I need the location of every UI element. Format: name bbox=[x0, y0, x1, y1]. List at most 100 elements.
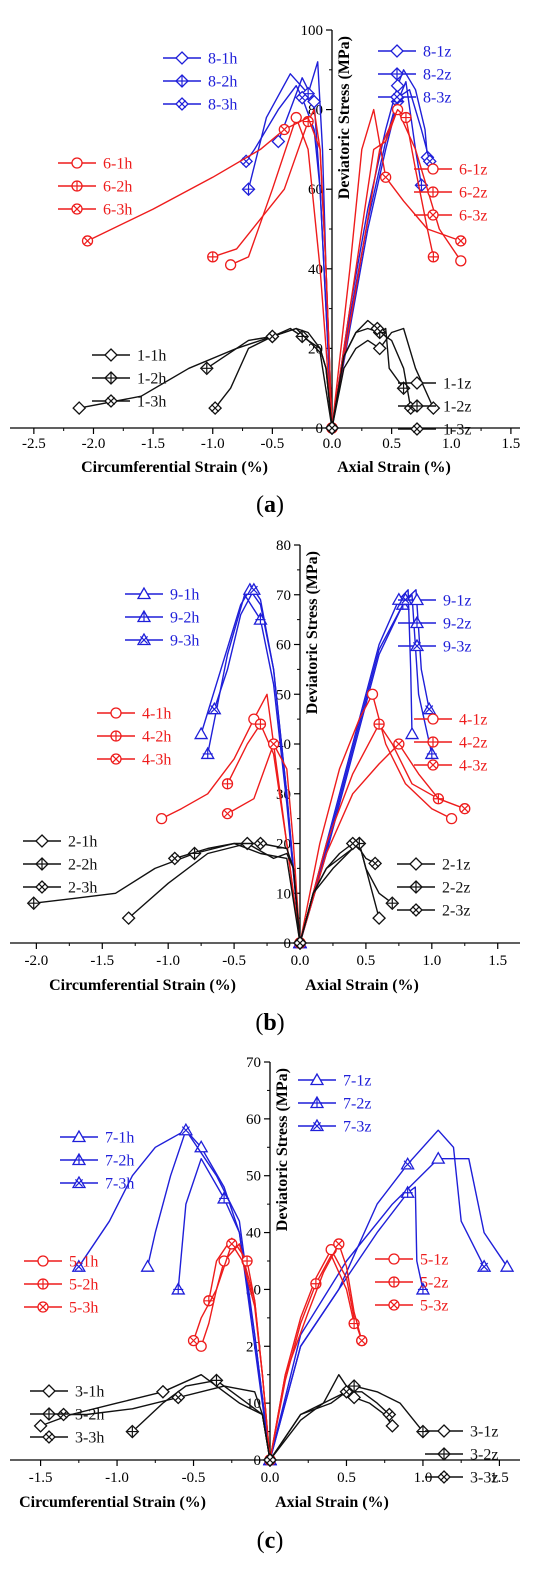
legend-item-label: 9-2z bbox=[443, 616, 471, 633]
data-point-7-1z bbox=[499, 1259, 515, 1272]
data-point-9-2h-plus bbox=[202, 748, 213, 759]
data-point-9-3h-cross bbox=[249, 585, 258, 594]
data-point-8-1h bbox=[271, 134, 286, 149]
legend-swatch-marker bbox=[175, 51, 189, 65]
legend-swatch-marker-plus bbox=[38, 1279, 48, 1289]
legend-swatch-marker bbox=[390, 44, 404, 58]
legend-item-label: 1-2z bbox=[443, 399, 471, 416]
chart-panel-c: -1.5 -1.0 -0.5 0.0 0.5 1.0 1.5010203040506070D… bbox=[10, 1055, 520, 1554]
y-tick-label: 100 bbox=[301, 23, 324, 39]
series-line-4-3z bbox=[299, 743, 466, 944]
y-tick-label: 20 bbox=[276, 837, 291, 853]
x-tick-label: -0.5 bbox=[222, 953, 246, 969]
series-line-1-3h bbox=[214, 327, 333, 429]
legend-item-label: 3-2h bbox=[75, 1407, 104, 1424]
series-line-5-3z bbox=[269, 1243, 363, 1461]
series-3-3z bbox=[263, 1384, 397, 1467]
legend-top-right: 9-1z 9-2z 9-3z bbox=[398, 593, 471, 656]
data-point-3-3z-cross bbox=[342, 1387, 351, 1396]
legend-swatch-marker bbox=[42, 1384, 56, 1398]
series-line-6-3z bbox=[331, 108, 462, 429]
legend-item-label: 9-1z bbox=[443, 593, 471, 610]
data-point-8-3h-cross bbox=[298, 93, 307, 102]
legend-middle-left: 6-1h 6-2h 6-3h bbox=[58, 156, 132, 219]
legend-item-label: 9-3z bbox=[443, 639, 471, 656]
legend-swatch-marker bbox=[410, 376, 424, 390]
legend-item-label: 8-1z bbox=[423, 44, 451, 61]
data-point-6-1h bbox=[290, 111, 302, 124]
legend-swatch-marker-plus bbox=[439, 1449, 449, 1459]
data-point-5-1h bbox=[195, 1340, 207, 1352]
series-line-5-3h bbox=[192, 1243, 271, 1461]
series-line-4-3h bbox=[227, 743, 301, 944]
legend-item-label: 9-1h bbox=[170, 587, 199, 604]
x-tick-label: 1.5 bbox=[488, 953, 507, 969]
legend-item-label: 1-1z bbox=[443, 376, 471, 393]
data-point-9-3h-cross bbox=[210, 705, 219, 714]
x-tick-label: 1.0 bbox=[414, 1470, 433, 1486]
y-tick-label: 0 bbox=[316, 421, 324, 437]
data-point-4-2h-plus bbox=[222, 778, 233, 789]
legend-swatch-marker-cross bbox=[111, 754, 121, 764]
legend-swatch-marker bbox=[110, 707, 122, 719]
legend-swatch-marker-plus bbox=[412, 618, 422, 628]
y-tick-label: 70 bbox=[276, 588, 291, 604]
panel-label: (a) bbox=[256, 492, 284, 518]
y-tick-label: 50 bbox=[246, 1169, 261, 1185]
legend-item-label: 8-2h bbox=[208, 74, 237, 91]
legend-item-label: 3-3z bbox=[470, 1470, 498, 1487]
data-point-3-1h bbox=[33, 1418, 48, 1433]
legend-item-label: 5-2z bbox=[420, 1275, 448, 1292]
legend-swatch-marker-plus bbox=[428, 187, 438, 197]
legend-bottom-left: 3-1h 3-2h 3-3h bbox=[30, 1384, 104, 1447]
legend-swatch-marker-plus bbox=[392, 69, 402, 79]
legend-item-label: 3-3h bbox=[75, 1430, 104, 1447]
legend-swatch-marker-plus bbox=[44, 1409, 54, 1419]
data-point-5-3z-cross bbox=[357, 1336, 366, 1345]
legend-swatch-marker-cross bbox=[439, 1472, 449, 1482]
data-point-1-3z-cross bbox=[373, 324, 382, 333]
data-point-6-3z-cross bbox=[381, 173, 390, 182]
legend-item-label: 5-1h bbox=[69, 1254, 98, 1271]
y-axis-label: Deviatoric Stress (MPa) bbox=[274, 1068, 291, 1231]
legend-swatch-marker-cross bbox=[389, 1300, 399, 1310]
data-point-8-1h bbox=[307, 94, 322, 109]
legend-item-label: 2-3z bbox=[442, 903, 470, 920]
y-tick-label: 80 bbox=[276, 538, 291, 554]
data-point-7-3h-cross bbox=[181, 1126, 190, 1135]
data-point-3-3h-cross bbox=[174, 1393, 183, 1402]
data-point-3-3z-cross bbox=[265, 1455, 275, 1465]
data-point-9-1h bbox=[194, 726, 209, 740]
data-point-7-3z-cross bbox=[480, 1262, 489, 1271]
data-point-4-2h-plus bbox=[255, 719, 266, 730]
x-tick-label: -1.0 bbox=[105, 1470, 129, 1486]
series-line-2-3z bbox=[299, 842, 376, 944]
x-tick-label: 1.5 bbox=[490, 1470, 509, 1486]
data-point-5-3z-cross bbox=[334, 1239, 343, 1248]
legend-item-label: 7-1h bbox=[105, 1130, 134, 1147]
legend-swatch-marker bbox=[409, 857, 423, 871]
y-axis-label: Deviatoric Stress (MPa) bbox=[304, 551, 321, 714]
legend-item-label: 9-2h bbox=[170, 610, 199, 627]
legend-item-label: 3-2z bbox=[470, 1447, 498, 1464]
data-point-4-2z-plus bbox=[374, 719, 385, 730]
legend-item-label: 4-2z bbox=[459, 735, 487, 752]
legend-swatch-marker bbox=[427, 163, 439, 175]
data-point-5-3h-cross bbox=[227, 1239, 236, 1248]
data-point-1-1z bbox=[372, 341, 387, 356]
legend-middle-left: 4-1h 4-2h 4-3h bbox=[97, 706, 171, 769]
legend-item-label: 5-2h bbox=[69, 1277, 98, 1294]
x-tick-label: 0.0 bbox=[261, 1470, 280, 1486]
y-tick-label: 40 bbox=[246, 1226, 261, 1242]
data-point-4-3z-cross bbox=[460, 804, 469, 813]
data-point-7-1z bbox=[431, 1151, 446, 1164]
x-axis-label-axial: Axial Strain (%) bbox=[275, 1494, 389, 1511]
x-tick-label: 1.5 bbox=[502, 436, 521, 452]
data-point-7-2z-plus bbox=[417, 1284, 428, 1295]
data-point-4-1z bbox=[445, 812, 458, 825]
legend-swatch-marker bbox=[388, 1253, 400, 1265]
legend-swatch-marker-plus bbox=[312, 1098, 322, 1108]
data-point-3-2h-plus bbox=[127, 1426, 138, 1437]
data-point-4-1z bbox=[366, 688, 379, 700]
legend-swatch-marker bbox=[71, 157, 83, 169]
